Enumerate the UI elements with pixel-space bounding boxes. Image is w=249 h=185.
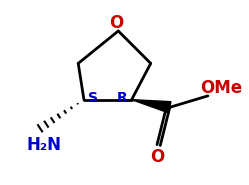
Text: OMe: OMe [200, 79, 243, 97]
Text: H₂N: H₂N [27, 137, 62, 154]
Polygon shape [132, 100, 171, 113]
Text: O: O [150, 148, 165, 166]
Text: S: S [88, 91, 99, 105]
Text: R: R [117, 91, 127, 105]
Text: O: O [109, 14, 124, 32]
